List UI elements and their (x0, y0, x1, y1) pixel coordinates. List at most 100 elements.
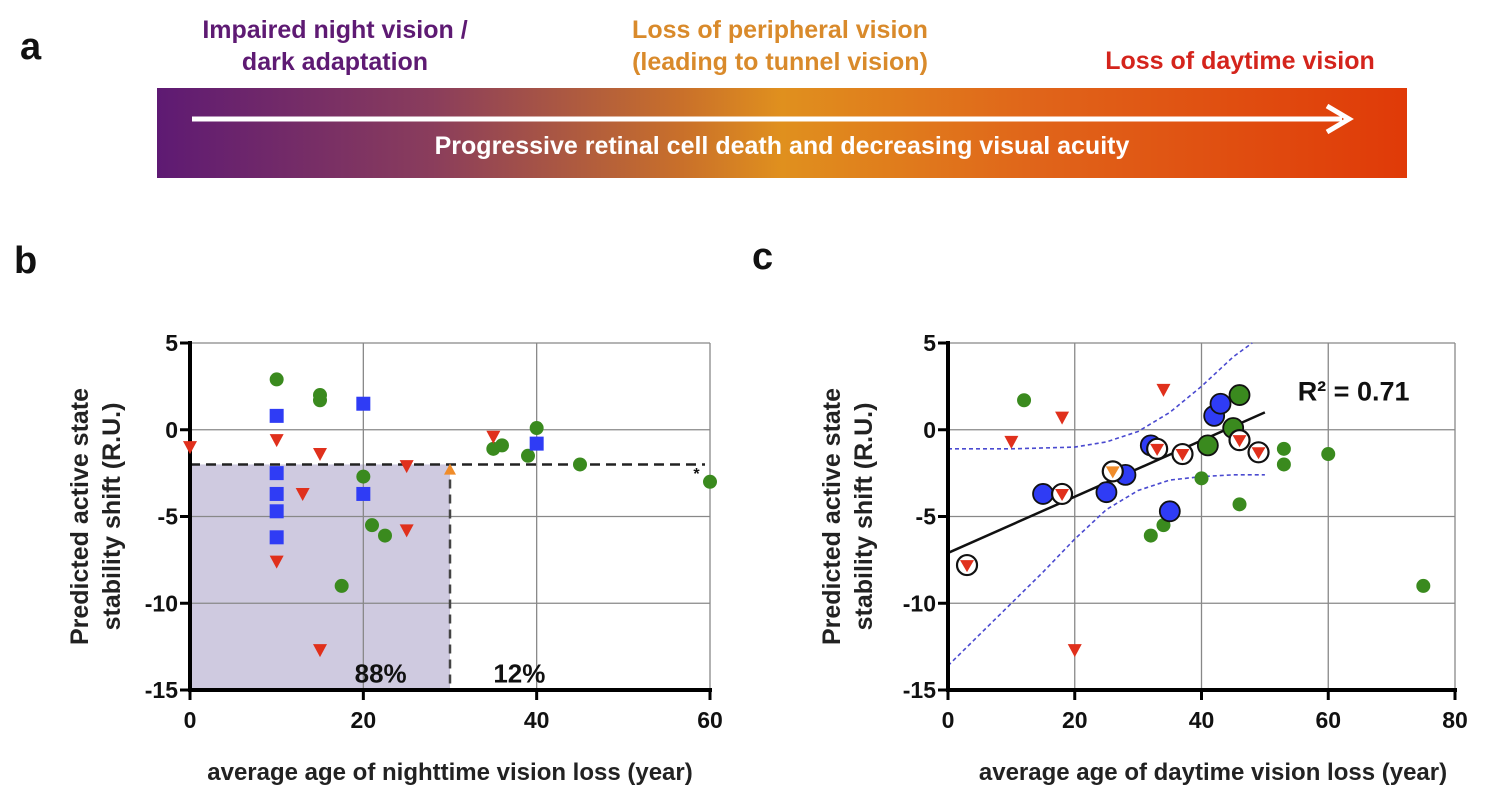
data-point-blue-large (1032, 483, 1054, 505)
data-point-red-outlined (1232, 435, 1247, 448)
x-tick-label: 0 (184, 707, 197, 733)
x-tick-label: 20 (351, 707, 377, 733)
y-tick-label: -10 (903, 590, 936, 616)
data-point-circle (365, 518, 379, 533)
data-point-triangle (183, 441, 197, 455)
data-point-green-large (1228, 384, 1251, 406)
data-point-green-small (1232, 497, 1247, 512)
y-axis-label-line1: Predicted active state (66, 388, 94, 645)
data-point-red-outlined (1175, 449, 1190, 462)
data-point-circle (269, 372, 284, 387)
data-point-green-small (1143, 528, 1158, 543)
data-point-circle (529, 421, 544, 436)
data-point-triangle (295, 487, 310, 501)
data-point-green-large (1196, 434, 1219, 457)
data-point-blue-large (1095, 481, 1118, 504)
confidence-band-upper (948, 342, 1253, 450)
data-point-square (269, 408, 284, 423)
data-point-orange-triangle (444, 463, 456, 475)
stage-night-line1: Impaired night vision / (202, 16, 468, 44)
data-point-square (356, 396, 371, 411)
data-point-red-outlined (1055, 488, 1070, 501)
data-point-triangle (486, 430, 501, 444)
y-tick-label: 5 (923, 330, 936, 356)
y-axis-label-line2: stability shift (R.U.) (850, 403, 878, 631)
data-point-square (269, 466, 284, 481)
y-tick-label: -5 (158, 504, 179, 530)
data-point-triangle (399, 524, 414, 538)
data-point-triangle (269, 434, 284, 448)
stage-daytime-vision: Loss of daytime vision (1105, 47, 1375, 75)
x-tick-label: 20 (1062, 707, 1088, 733)
data-point-square (269, 486, 284, 501)
y-tick-label: 0 (923, 417, 936, 443)
x-axis-label: average age of nighttime vision loss (ye… (207, 759, 692, 786)
annotation-percent: 12% (493, 659, 545, 689)
stage-peripheral-line2: (leading to tunnel vision) (632, 48, 928, 76)
data-point-red-small (1067, 644, 1082, 658)
stage-peripheral-line1: Loss of peripheral vision (632, 16, 928, 44)
data-point-circle (356, 469, 371, 484)
data-point-green-small (1194, 471, 1209, 486)
data-point-circle (378, 528, 392, 543)
data-point-red-outlined (1150, 443, 1165, 456)
y-tick-label: -15 (903, 677, 936, 703)
stage-night-line2: dark adaptation (241, 48, 429, 76)
data-point-red-small (1156, 383, 1171, 397)
data-point-red-outlined (960, 560, 975, 573)
stage-peripheral-vision: Loss of peripheral vision (leading to tu… (560, 14, 1000, 78)
r-squared-label: R² = 0.71 (1298, 376, 1410, 406)
panel-c-label: c (752, 236, 774, 278)
x-tick-label: 0 (942, 707, 955, 733)
panel-b-label: b (14, 240, 38, 282)
y-tick-label: -5 (916, 504, 937, 530)
data-point-square (356, 486, 371, 501)
data-point-green-small (1276, 441, 1291, 456)
y-tick-label: 0 (165, 417, 178, 443)
data-point-green-small (1276, 457, 1291, 472)
y-tick-label: 5 (165, 330, 178, 356)
x-tick-label: 60 (697, 707, 723, 733)
data-point-circle (313, 393, 327, 408)
x-tick-label: 80 (1442, 707, 1468, 733)
data-point-green-small (1017, 393, 1032, 408)
data-point-green-small (1416, 578, 1431, 593)
progression-arrow-icon (192, 103, 1354, 135)
data-point-square (269, 530, 284, 545)
y-tick-label: -15 (145, 677, 178, 703)
y-axis-label-line1: Predicted active state (818, 388, 846, 645)
data-point-blue-large (1158, 500, 1181, 523)
data-point-circle (334, 578, 349, 593)
data-point-circle (495, 438, 509, 453)
data-point-triangle (313, 448, 327, 462)
data-point-triangle (269, 555, 284, 569)
data-point-red-small (1004, 435, 1019, 449)
data-point-triangle (313, 644, 327, 658)
data-point-red-small (1055, 411, 1070, 425)
data-point-circle (703, 474, 717, 489)
annotation-percent: 88% (355, 659, 407, 689)
data-point-red-outlined (1251, 447, 1266, 460)
x-tick-label: 40 (524, 707, 550, 733)
panel-a-label: a (20, 26, 42, 68)
data-point-green-small (1321, 447, 1336, 462)
data-point-circle (521, 448, 535, 463)
data-point-square (269, 504, 284, 519)
data-point-circle (573, 457, 587, 472)
x-axis-label: average age of daytime vision loss (year… (979, 759, 1447, 786)
y-axis-label-line2: stability shift (R.U.) (98, 403, 126, 631)
progression-gradient-bar: Progressive retinal cell death and decre… (157, 88, 1407, 178)
x-tick-label: 40 (1189, 707, 1215, 733)
progression-text: Progressive retinal cell death and decre… (434, 132, 1130, 160)
data-point-blue-large (1209, 392, 1232, 415)
x-tick-label: 60 (1315, 707, 1341, 733)
data-point-triangle (399, 460, 414, 474)
confidence-band-lower (947, 474, 1265, 667)
annotation-asterisk: * (693, 466, 700, 483)
y-tick-label: -10 (145, 590, 178, 616)
stage-night-vision: Impaired night vision / dark adaptation (160, 14, 510, 78)
data-point-orange-outlined (1105, 466, 1120, 479)
data-point-square (529, 436, 544, 451)
